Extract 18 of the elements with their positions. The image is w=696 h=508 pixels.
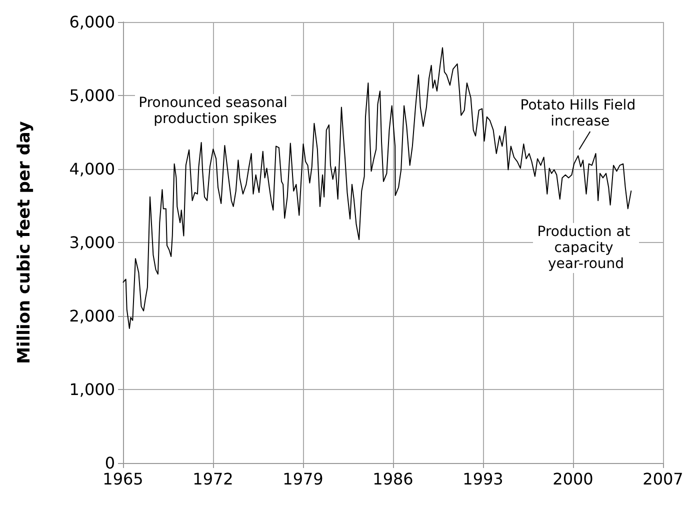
y-tick-label: 1,000 [69, 380, 115, 399]
y-tick-label: 6,000 [69, 12, 115, 32]
x-tick-label: 1979 [282, 470, 324, 488]
y-tick-label: 5,000 [69, 86, 115, 105]
y-tick-label: 3,000 [69, 233, 115, 252]
annotation: Production at capacity year-round [537, 224, 635, 272]
y-axis-title: Million cubic feet per day [14, 121, 34, 364]
y-tick-label: 4,000 [69, 160, 115, 178]
x-tick-label: 1965 [102, 470, 144, 488]
y-tick-label: 2,000 [69, 306, 115, 326]
x-tick-label: 2000 [552, 470, 594, 488]
x-tick-label: 1986 [372, 470, 414, 488]
annotation: Pronounced seasonal production spikes [138, 95, 288, 127]
annotation: Potato Hills Field increase [520, 98, 640, 130]
x-tick-label: 2007 [642, 470, 684, 488]
x-tick-label: 1972 [192, 470, 234, 488]
x-tick-label: 1993 [462, 470, 504, 488]
y-tick-label: 0 [104, 454, 115, 472]
